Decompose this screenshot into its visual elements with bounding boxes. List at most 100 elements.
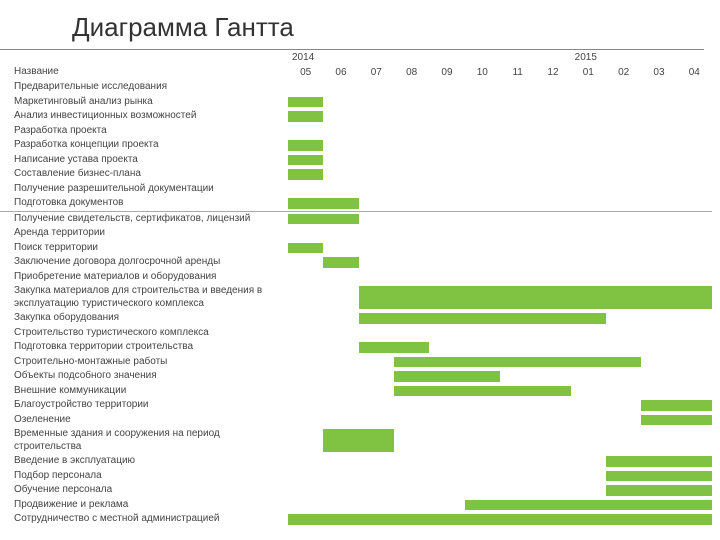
gantt-bar xyxy=(677,415,712,426)
gantt-cell xyxy=(571,384,606,399)
gantt-cell xyxy=(606,469,641,484)
gantt-cell xyxy=(359,512,394,527)
gantt-cell xyxy=(323,153,358,168)
gantt-bar xyxy=(500,386,535,397)
gantt-cell xyxy=(606,255,641,270)
gantt-cell xyxy=(288,384,323,399)
gantt-cell xyxy=(500,311,535,326)
task-label: Написание устава проекта xyxy=(0,153,288,168)
gantt-bar xyxy=(571,500,606,511)
task-label: Анализ инвестиционных возможностей xyxy=(0,109,288,124)
gantt-bar xyxy=(641,456,676,467)
gantt-cell xyxy=(606,153,641,168)
gantt-cell xyxy=(571,311,606,326)
gantt-cell xyxy=(323,340,358,355)
gantt-cell xyxy=(288,182,323,197)
gantt-bar xyxy=(641,500,676,511)
gantt-cell xyxy=(500,182,535,197)
gantt-cell xyxy=(571,226,606,241)
gantt-cell xyxy=(465,413,500,428)
gantt-cell xyxy=(606,311,641,326)
gantt-cell xyxy=(359,255,394,270)
task-label: Объекты подсобного значения xyxy=(0,369,288,384)
gantt-cell xyxy=(500,255,535,270)
gantt-cell xyxy=(323,182,358,197)
gantt-cell xyxy=(323,167,358,182)
gantt-cell xyxy=(359,284,394,311)
year-header: 2015 xyxy=(571,50,712,65)
gantt-cell xyxy=(359,196,394,211)
gantt-cell xyxy=(535,182,570,197)
gantt-cell xyxy=(359,483,394,498)
gantt-cell xyxy=(429,109,464,124)
gantt-cell xyxy=(535,355,570,370)
gantt-cell xyxy=(571,153,606,168)
gantt-cell xyxy=(535,196,570,211)
gantt-bar xyxy=(677,400,712,411)
gantt-cell xyxy=(641,384,676,399)
gantt-cell xyxy=(323,369,358,384)
gantt-bar xyxy=(394,342,429,353)
gantt-bar xyxy=(288,169,323,180)
gantt-cell xyxy=(429,211,464,227)
gantt-bar xyxy=(571,357,606,368)
gantt-cell xyxy=(606,284,641,311)
gantt-bar xyxy=(535,514,570,525)
month-header: 04 xyxy=(677,65,712,80)
gantt-bar xyxy=(606,500,641,511)
gantt-cell xyxy=(641,109,676,124)
gantt-cell xyxy=(500,284,535,311)
gantt-cell xyxy=(641,255,676,270)
gantt-cell xyxy=(677,241,712,256)
gantt-cell xyxy=(500,124,535,139)
gantt-cell xyxy=(288,226,323,241)
gantt-cell xyxy=(288,80,323,95)
gantt-cell xyxy=(429,255,464,270)
gantt-cell xyxy=(465,226,500,241)
gantt-cell xyxy=(500,454,535,469)
gantt-cell xyxy=(500,196,535,211)
gantt-bar xyxy=(429,386,464,397)
gantt-cell xyxy=(677,498,712,513)
gantt-cell xyxy=(465,255,500,270)
gantt-cell xyxy=(465,454,500,469)
gantt-cell xyxy=(359,138,394,153)
gantt-cell xyxy=(571,512,606,527)
gantt-cell xyxy=(323,255,358,270)
gantt-bar xyxy=(359,342,394,353)
gantt-cell xyxy=(500,355,535,370)
gantt-cell xyxy=(323,138,358,153)
gantt-cell xyxy=(606,167,641,182)
gantt-cell xyxy=(465,138,500,153)
gantt-cell xyxy=(429,427,464,454)
gantt-cell xyxy=(677,427,712,454)
month-header: 10 xyxy=(465,65,500,80)
gantt-cell xyxy=(359,95,394,110)
gantt-cell xyxy=(359,241,394,256)
gantt-cell xyxy=(500,226,535,241)
task-label: Получение свидетельств, сертификатов, ли… xyxy=(0,211,288,227)
gantt-bar xyxy=(677,514,712,525)
gantt-cell xyxy=(465,284,500,311)
gantt-cell xyxy=(359,124,394,139)
task-label: Введение в эксплуатацию xyxy=(0,454,288,469)
gantt-cell xyxy=(323,211,358,227)
task-label: Маркетинговый анализ рынка xyxy=(0,95,288,110)
task-label: Озеленение xyxy=(0,413,288,428)
gantt-cell xyxy=(465,311,500,326)
gantt-cell xyxy=(465,483,500,498)
gantt-cell xyxy=(394,427,429,454)
gantt-cell xyxy=(288,413,323,428)
gantt-cell xyxy=(323,355,358,370)
gantt-cell xyxy=(465,340,500,355)
gantt-cell xyxy=(394,384,429,399)
gantt-cell xyxy=(571,398,606,413)
gantt-cell xyxy=(323,241,358,256)
gantt-cell xyxy=(359,109,394,124)
gantt-cell xyxy=(429,413,464,428)
gantt-cell xyxy=(323,326,358,341)
gantt-cell xyxy=(394,340,429,355)
gantt-bar xyxy=(429,357,464,368)
gantt-cell xyxy=(288,241,323,256)
gantt-bar xyxy=(323,214,358,225)
